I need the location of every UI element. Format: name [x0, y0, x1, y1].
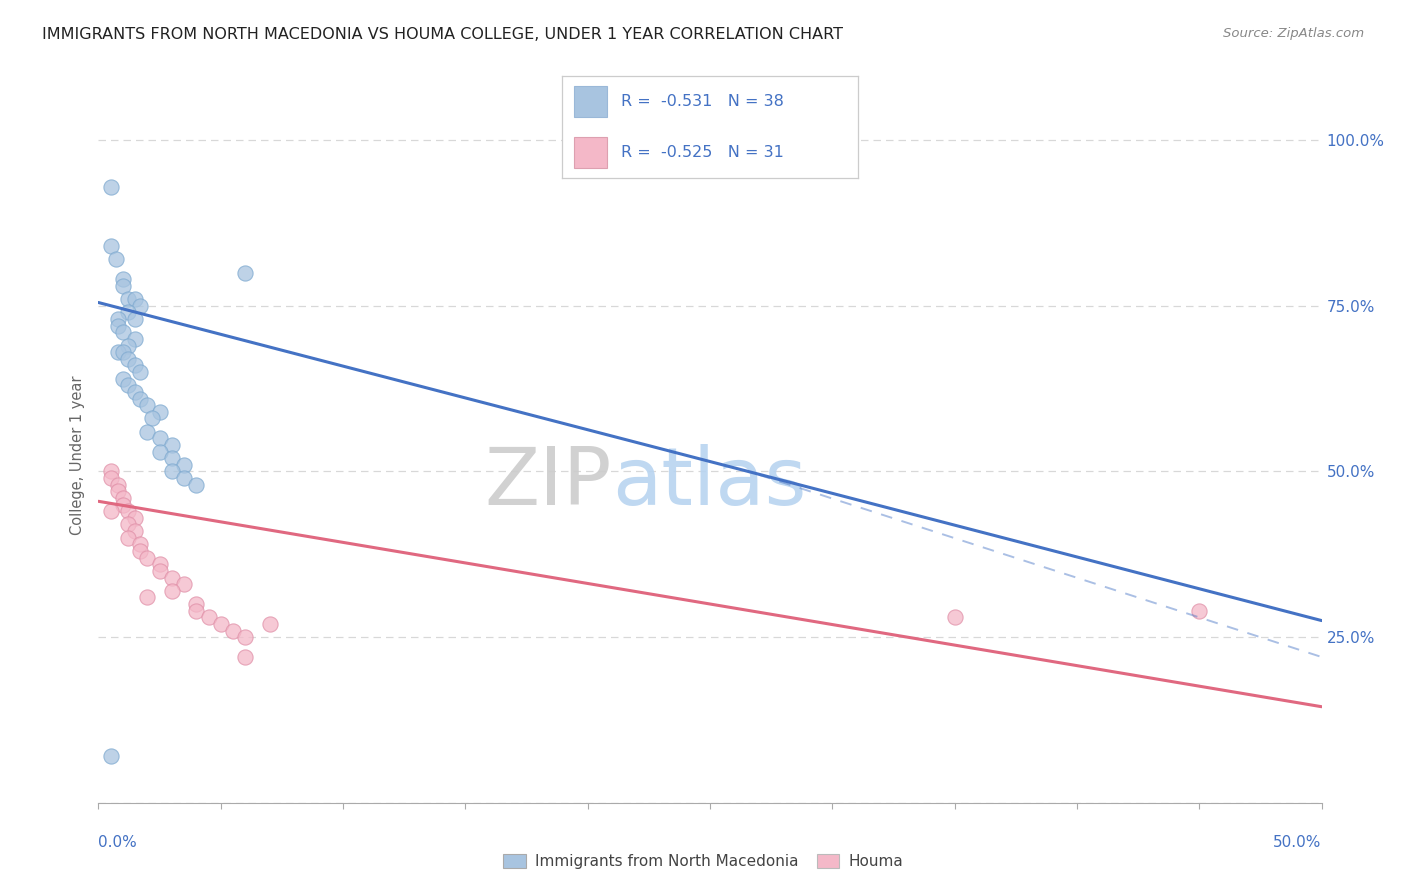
Point — [117, 504, 139, 518]
Text: 0.0%: 0.0% — [98, 836, 138, 850]
Point — [107, 477, 129, 491]
Point — [100, 465, 122, 479]
Point — [149, 564, 172, 578]
Point — [111, 498, 134, 512]
Point — [259, 616, 281, 631]
Point — [117, 351, 139, 366]
Point — [149, 431, 172, 445]
Point — [111, 272, 134, 286]
Point — [173, 577, 195, 591]
Point — [117, 531, 139, 545]
Point — [104, 252, 127, 267]
Point — [111, 326, 134, 340]
Point — [100, 239, 122, 253]
Point — [107, 484, 129, 499]
Point — [141, 411, 163, 425]
Point — [233, 266, 256, 280]
Point — [111, 279, 134, 293]
Point — [136, 591, 159, 605]
Point — [129, 365, 152, 379]
Point — [160, 570, 183, 584]
Point — [186, 477, 208, 491]
Point — [160, 438, 183, 452]
Point — [124, 524, 146, 538]
Point — [173, 458, 195, 472]
Point — [209, 616, 232, 631]
FancyBboxPatch shape — [574, 137, 607, 168]
Point — [1188, 604, 1211, 618]
Point — [129, 544, 152, 558]
Point — [111, 372, 134, 386]
Y-axis label: College, Under 1 year: College, Under 1 year — [70, 376, 86, 534]
Text: atlas: atlas — [612, 443, 807, 522]
Point — [117, 517, 139, 532]
Point — [197, 610, 219, 624]
Point — [129, 299, 152, 313]
Point — [160, 465, 183, 479]
Point — [129, 392, 152, 406]
Point — [100, 504, 122, 518]
Point — [107, 345, 129, 359]
Legend: Immigrants from North Macedonia, Houma: Immigrants from North Macedonia, Houma — [496, 848, 910, 875]
Text: Source: ZipAtlas.com: Source: ZipAtlas.com — [1223, 27, 1364, 40]
Point — [129, 537, 152, 551]
Point — [943, 610, 966, 624]
Text: R =  -0.531   N = 38: R = -0.531 N = 38 — [621, 94, 785, 109]
Point — [160, 451, 183, 466]
Point — [107, 312, 129, 326]
Point — [124, 384, 146, 399]
Text: R =  -0.525   N = 31: R = -0.525 N = 31 — [621, 145, 785, 161]
Point — [107, 318, 129, 333]
Point — [186, 597, 208, 611]
Point — [124, 359, 146, 373]
Point — [149, 405, 172, 419]
Point — [100, 471, 122, 485]
Point — [117, 305, 139, 319]
Point — [100, 749, 122, 764]
Point — [136, 398, 159, 412]
Point — [136, 425, 159, 439]
Point — [124, 511, 146, 525]
Point — [149, 558, 172, 572]
Point — [100, 179, 122, 194]
Text: 50.0%: 50.0% — [1274, 836, 1322, 850]
Point — [222, 624, 245, 638]
Point — [186, 604, 208, 618]
Text: IMMIGRANTS FROM NORTH MACEDONIA VS HOUMA COLLEGE, UNDER 1 YEAR CORRELATION CHART: IMMIGRANTS FROM NORTH MACEDONIA VS HOUMA… — [42, 27, 844, 42]
Point — [233, 630, 256, 644]
Point — [160, 583, 183, 598]
Point — [117, 378, 139, 392]
Point — [136, 550, 159, 565]
Point — [117, 292, 139, 306]
Point — [124, 332, 146, 346]
Point — [117, 338, 139, 352]
Point — [173, 471, 195, 485]
Point — [111, 345, 134, 359]
Text: ZIP: ZIP — [485, 443, 612, 522]
Point — [124, 292, 146, 306]
Point — [233, 650, 256, 665]
FancyBboxPatch shape — [574, 87, 607, 117]
Point — [149, 444, 172, 458]
Point — [111, 491, 134, 505]
Point — [124, 312, 146, 326]
